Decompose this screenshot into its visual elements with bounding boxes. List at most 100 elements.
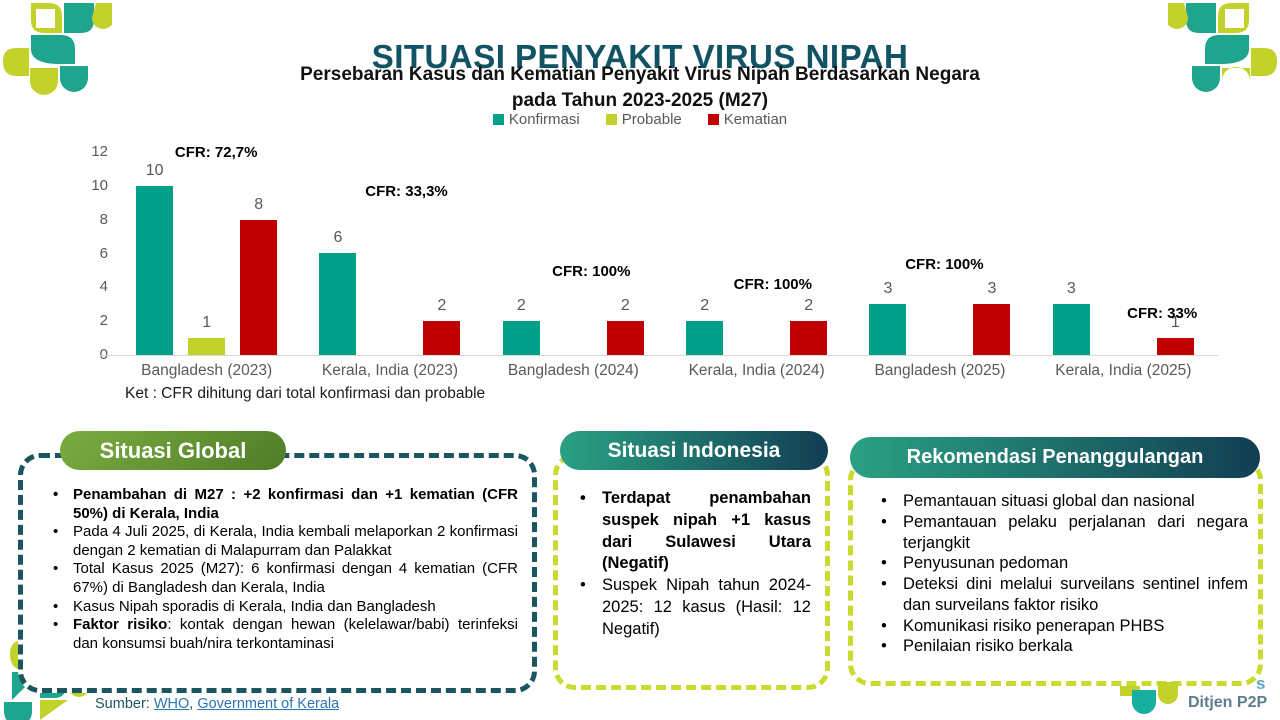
bar-slot: 1 <box>188 152 226 355</box>
bullet-item: Pada 4 Juli 2025, di Kerala, India kemba… <box>29 523 518 560</box>
bar-slot: 2 <box>606 152 644 355</box>
x-axis-line <box>100 355 1218 356</box>
global-box-title: Situasi Global <box>99 437 247 463</box>
y-tick-6: 6 <box>99 244 108 262</box>
chart-note: Ket : CFR dihitung dari total konfirmasi… <box>125 385 486 402</box>
bullet-item: Penambahan di M27 : +2 konfirmasi dan +1… <box>29 486 518 523</box>
bar-slot: 2 <box>686 152 724 355</box>
source-link-who[interactable]: WHO <box>153 696 190 712</box>
y-tick-0: 0 <box>74 346 108 363</box>
bar-value: 8 <box>254 196 264 213</box>
bar-slot: 3 <box>1052 152 1090 355</box>
bar-kematian-1: 2 <box>423 297 461 355</box>
bar-probable-0: 1 <box>188 314 226 355</box>
bar-slot: 2 <box>423 152 461 355</box>
indonesia-box: Terdapat penambahan suspek nipah +1 kasu… <box>553 453 830 690</box>
plot-area: 10 1 8 6 2 2 2 2 2 3 3 3 1 CFR: 72,7% CFR: 33,3% CFR: 1… <box>115 144 1215 355</box>
y-axis-labels: 0 2 4 6 8 10 12 <box>0 143 110 363</box>
bullet-item: Kasus Nipah sporadis di Kerala, India da… <box>29 598 518 617</box>
bar-slot: 8 <box>240 152 278 355</box>
bar-kematian-2: 2 <box>606 297 644 355</box>
bar-slot <box>921 152 958 355</box>
bar-slot: 6 <box>319 152 357 355</box>
chart-title: Persebaran Kasus dan Kematian Penyakit V… <box>0 62 1280 113</box>
rekomendasi-box-header: Rekomendasi Penanggulangan <box>850 437 1260 478</box>
global-box: Penambahan di M27 : +2 konfirmasi dan +1… <box>18 453 537 693</box>
decoration-top-left-icon <box>3 3 112 95</box>
bar-value: 3 <box>987 280 997 297</box>
bar-slot: 2 <box>502 152 540 355</box>
bar-value: 6 <box>333 229 343 246</box>
chart-title-line1: Persebaran Kasus dan Kematian Penyakit V… <box>300 64 980 85</box>
x-category-0: Bangladesh (2023) <box>141 362 273 379</box>
bar-value: 10 <box>145 162 164 179</box>
bullet-item: Pemantauan pelaku perjalanan dari negara… <box>867 512 1248 554</box>
bar-slot: 10 <box>136 152 174 355</box>
cfr-annotation-3: CFR: 100% <box>733 276 812 293</box>
bullet-item: Suspek Nipah tahun 2024-2025: 12 kasus (… <box>568 575 811 640</box>
legend-swatch-probable <box>605 114 617 125</box>
bar-value: 2 <box>700 297 710 314</box>
source-link-kerala[interactable]: Government of Kerala <box>197 696 340 712</box>
bar-slot <box>555 152 592 355</box>
bullet-item: Penilaian risiko berkala <box>867 636 1248 657</box>
cfr-annotation-4: CFR: 100% <box>905 256 984 273</box>
x-category-2: Bangladesh (2024) <box>507 362 639 379</box>
x-category-3: Kerala, India (2024) <box>688 362 825 379</box>
legend-konfirmasi: Konfirmasi <box>492 111 580 128</box>
bar-value: 2 <box>516 297 526 314</box>
bar-value: 3 <box>1066 280 1076 297</box>
bar-value: 2 <box>804 297 814 314</box>
rekomendasi-box: Pemantauan situasi global dan nasionalPe… <box>848 458 1263 686</box>
y-tick-2: 2 <box>99 312 108 330</box>
rekomendasi-box-title: Rekomendasi Penanggulangan <box>906 446 1204 468</box>
bar-konfirmasi-4: 3 <box>869 280 907 355</box>
bullet-item: Pemantauan situasi global dan nasional <box>867 491 1248 512</box>
bullet-item: Komunikasi risiko penerapan PHBS <box>867 616 1248 637</box>
legend-probable: Probable <box>605 111 682 128</box>
bar-kematian-0: 8 <box>240 196 278 355</box>
legend-swatch-konfirmasi <box>492 114 504 125</box>
y-tick-10: 10 <box>91 176 108 194</box>
x-category-4: Bangladesh (2025) <box>874 362 1006 379</box>
bar-kematian-5: 1 <box>1156 314 1194 355</box>
ditjen-p2p-logo: Ditjen P2P <box>1118 680 1267 716</box>
x-category-1: Kerala, India (2023) <box>321 362 459 379</box>
bar-kematian-4: 3 <box>973 280 1011 355</box>
bullet-item: Terdapat penambahan suspek nipah +1 kasu… <box>568 488 811 575</box>
bar-konfirmasi-3: 2 <box>686 297 724 355</box>
bar-value: 2 <box>437 297 447 314</box>
bullet-item: Faktor risiko: kontak dengan hewan (kele… <box>29 616 518 653</box>
page-title: SITUASI PENYAKIT VIRUS NIPAH <box>371 38 909 76</box>
watermark-s: s <box>1256 674 1266 693</box>
bullet-item: Total Kasus 2025 (M27): 6 konfirmasi den… <box>29 560 518 597</box>
bar-slot: 1 <box>1156 152 1194 355</box>
bar-konfirmasi-2: 2 <box>502 297 540 355</box>
bar-slot: 2 <box>790 152 828 355</box>
indonesia-box-title: Situasi Indonesia <box>607 438 781 462</box>
bar-value: 1 <box>1170 314 1180 331</box>
bullet-item: Deteksi dini melalui surveilans sentinel… <box>867 574 1248 616</box>
indonesia-box-header: Situasi Indonesia <box>560 431 828 470</box>
source-line: Sumber: WHO, Government of Kerala <box>95 696 339 712</box>
x-category-5: Kerala, India (2025) <box>1055 362 1192 379</box>
y-tick-4: 4 <box>99 278 108 296</box>
bar-konfirmasi-5: 3 <box>1052 280 1090 355</box>
cfr-annotation-5: CFR: 33% <box>1127 305 1198 322</box>
chart-title-line2: pada Tahun 2023-2025 (M27) <box>511 89 769 111</box>
bar-konfirmasi-1: 6 <box>319 229 357 355</box>
bullet-item: Penyusunan pedoman <box>867 553 1248 574</box>
bar-konfirmasi-0: 10 <box>136 162 174 355</box>
chart-legend: Konfirmasi Probable Kematian <box>0 111 1280 128</box>
bar-value: 1 <box>202 314 212 331</box>
bar-slot: 3 <box>869 152 907 355</box>
bar-slot <box>1105 152 1142 355</box>
bar-value: 2 <box>620 297 630 314</box>
legend-kematian: Kematian <box>707 111 787 128</box>
